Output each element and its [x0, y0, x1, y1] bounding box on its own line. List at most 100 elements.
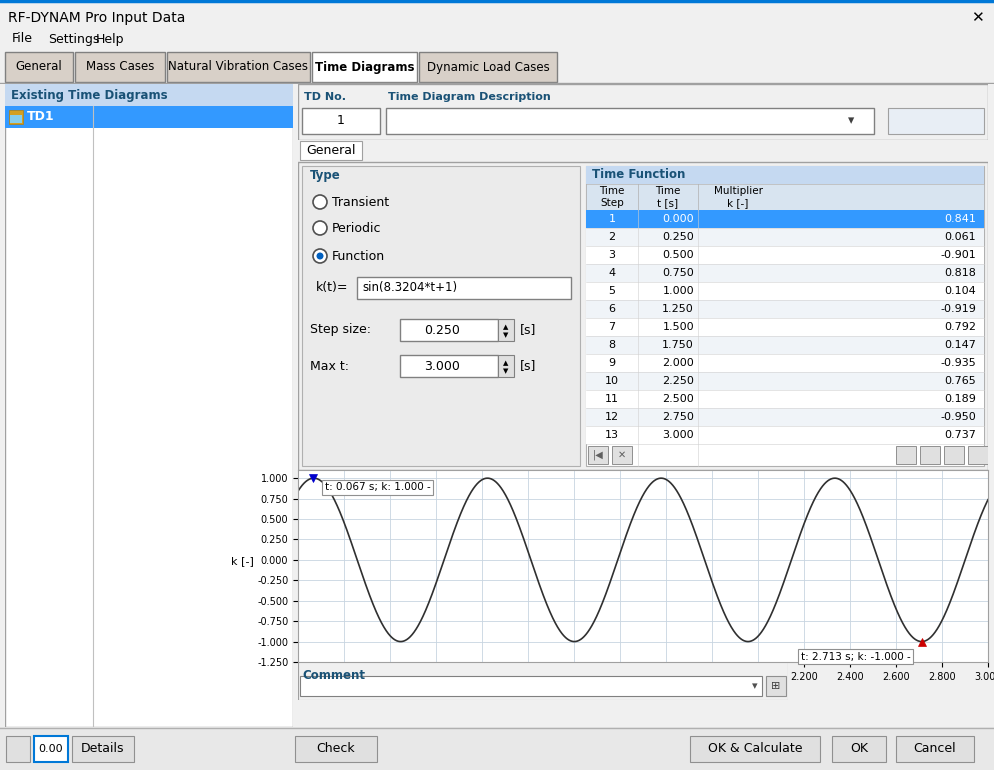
Bar: [201, 733, 225, 757]
Bar: [586, 354, 984, 372]
Text: Existing Time Diagrams: Existing Time Diagrams: [11, 89, 168, 102]
Bar: [690, 736, 820, 762]
Text: Time
Step: Time Step: [599, 186, 624, 208]
Bar: [968, 446, 988, 464]
Bar: [302, 166, 580, 466]
Bar: [419, 52, 557, 82]
Bar: [498, 319, 514, 341]
Bar: [121, 733, 145, 757]
X-axis label: t [s]: t [s]: [632, 683, 654, 693]
Text: [s]: [s]: [520, 323, 537, 336]
Bar: [6, 736, 30, 762]
Text: -0.919: -0.919: [940, 304, 976, 314]
Bar: [896, 446, 916, 464]
Text: ▾: ▾: [752, 681, 758, 691]
Text: Multiplier
k [-]: Multiplier k [-]: [714, 186, 762, 208]
Text: |◀: |◀: [592, 450, 603, 460]
Circle shape: [313, 195, 327, 209]
Bar: [5, 84, 293, 106]
Bar: [149, 733, 173, 757]
Text: TD1: TD1: [27, 111, 55, 123]
Bar: [920, 446, 940, 464]
Text: ▲: ▲: [503, 360, 509, 366]
Bar: [9, 110, 23, 124]
Text: Settings: Settings: [48, 32, 99, 45]
Text: 0.500: 0.500: [662, 250, 694, 260]
Text: 2.500: 2.500: [662, 394, 694, 404]
Bar: [37, 733, 61, 757]
Bar: [586, 210, 984, 228]
Text: Time Diagrams: Time Diagrams: [315, 61, 414, 73]
Text: Comment: Comment: [302, 669, 365, 682]
Bar: [896, 736, 974, 762]
Text: ▼: ▼: [503, 332, 509, 338]
Bar: [5, 106, 293, 128]
Bar: [10, 115, 22, 123]
Bar: [400, 319, 498, 341]
Y-axis label: k [-]: k [-]: [232, 556, 254, 566]
Text: Time
t [s]: Time t [s]: [655, 186, 681, 208]
Bar: [586, 264, 984, 282]
Text: 1.750: 1.750: [662, 340, 694, 350]
Text: Mass Cases: Mass Cases: [85, 61, 154, 73]
Text: File: File: [12, 32, 33, 45]
Text: 0.189: 0.189: [944, 394, 976, 404]
Bar: [944, 446, 964, 464]
Bar: [312, 52, 417, 82]
Bar: [400, 355, 498, 377]
Text: Type: Type: [310, 169, 341, 182]
Bar: [586, 318, 984, 336]
Bar: [72, 736, 134, 762]
Text: Details: Details: [82, 742, 125, 755]
Bar: [586, 372, 984, 390]
Bar: [586, 166, 984, 466]
Text: 3.000: 3.000: [424, 360, 460, 373]
Circle shape: [316, 253, 323, 259]
Bar: [167, 52, 310, 82]
Bar: [766, 676, 786, 696]
Text: 0.750: 0.750: [662, 268, 694, 278]
Text: [s]: [s]: [520, 360, 537, 373]
Text: k(t)=: k(t)=: [316, 282, 349, 294]
Bar: [586, 184, 984, 210]
Text: 13: 13: [605, 430, 619, 440]
Text: 7: 7: [608, 322, 615, 332]
Text: -0.950: -0.950: [940, 412, 976, 422]
Text: ⊞: ⊞: [771, 681, 780, 691]
Text: 0.104: 0.104: [944, 286, 976, 296]
Text: 0.00: 0.00: [39, 744, 64, 754]
Bar: [586, 282, 984, 300]
Text: 0.841: 0.841: [944, 214, 976, 224]
Text: OK: OK: [850, 742, 868, 755]
Bar: [586, 336, 984, 354]
Text: 2: 2: [608, 232, 615, 242]
Text: Dynamic Load Cases: Dynamic Load Cases: [426, 61, 550, 73]
Text: 6: 6: [608, 304, 615, 314]
Text: Natural Vibration Cases: Natural Vibration Cases: [169, 61, 308, 73]
Bar: [586, 426, 984, 444]
Text: RF-DYNAM Pro Input Data: RF-DYNAM Pro Input Data: [8, 11, 185, 25]
Bar: [586, 246, 984, 264]
Text: t: 0.067 s; k: 1.000 -: t: 0.067 s; k: 1.000 -: [325, 483, 430, 493]
Text: 1: 1: [337, 115, 345, 128]
Text: Time Diagram Description: Time Diagram Description: [388, 92, 551, 102]
Text: 5: 5: [608, 286, 615, 296]
Text: General: General: [16, 61, 63, 73]
Bar: [586, 408, 984, 426]
Text: 1: 1: [608, 214, 615, 224]
Text: ▼: ▼: [503, 368, 509, 374]
Text: 1.500: 1.500: [662, 322, 694, 332]
Text: 1.250: 1.250: [662, 304, 694, 314]
Text: 10: 10: [605, 376, 619, 386]
Text: ✕: ✕: [971, 11, 984, 25]
Text: Transient: Transient: [332, 196, 389, 209]
Bar: [357, 277, 571, 299]
Text: OK & Calculate: OK & Calculate: [708, 742, 802, 755]
Text: Cancel: Cancel: [913, 742, 956, 755]
Bar: [612, 446, 632, 464]
Bar: [498, 355, 514, 377]
Bar: [586, 166, 984, 184]
Text: 4: 4: [608, 268, 615, 278]
Text: -0.935: -0.935: [940, 358, 976, 368]
Circle shape: [313, 221, 327, 235]
